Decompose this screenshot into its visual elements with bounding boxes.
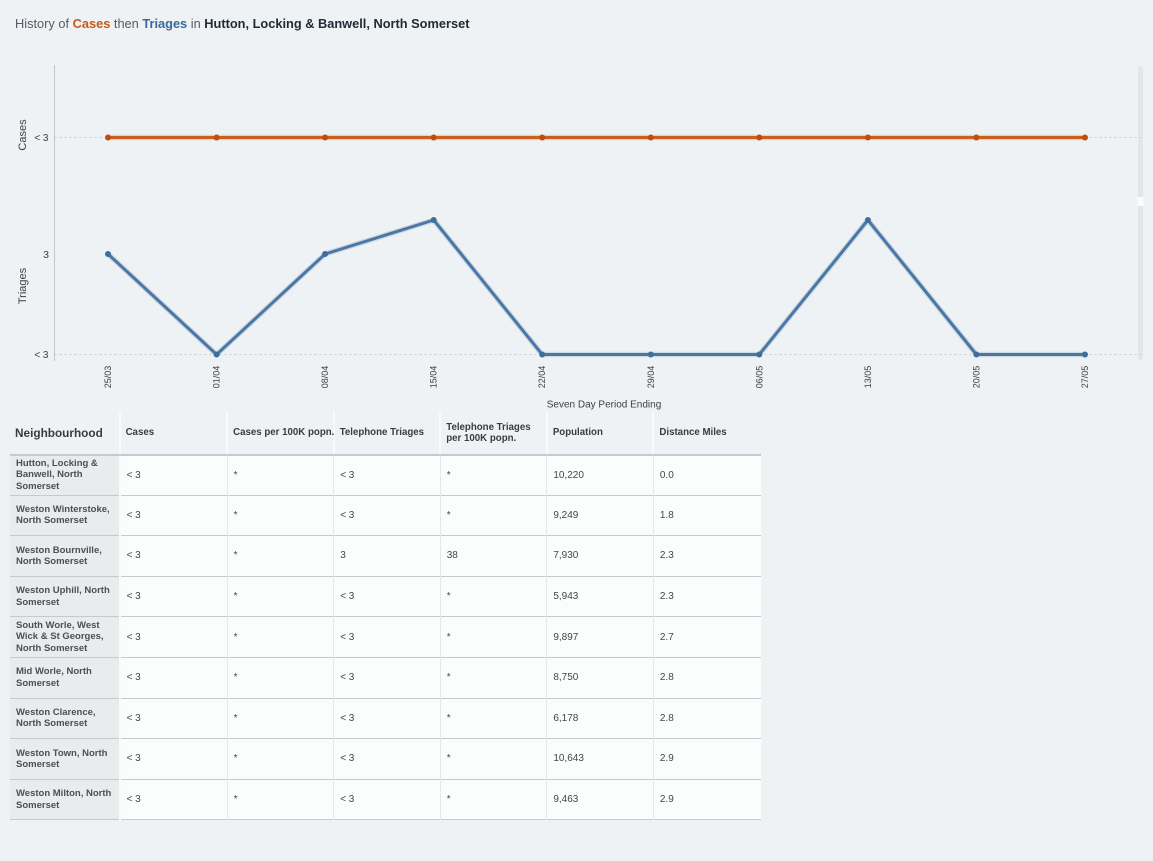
svg-text:13/05: 13/05 — [863, 366, 873, 389]
svg-text:< 3: < 3 — [34, 350, 49, 361]
svg-text:27/05: 27/05 — [1080, 366, 1090, 389]
svg-text:22/04: 22/04 — [537, 366, 547, 389]
svg-text:Cases: Cases — [17, 119, 29, 151]
svg-text:08/04: 08/04 — [320, 366, 330, 389]
svg-text:25/03: 25/03 — [103, 366, 113, 389]
svg-text:Seven Day Period Ending: Seven Day Period Ending — [547, 400, 662, 411]
svg-text:15/04: 15/04 — [429, 366, 439, 389]
svg-text:20/05: 20/05 — [971, 366, 981, 389]
svg-text:< 3: < 3 — [34, 133, 49, 144]
svg-text:29/04: 29/04 — [646, 366, 656, 389]
svg-text:01/04: 01/04 — [212, 366, 222, 389]
svg-text:Triages: Triages — [17, 267, 29, 304]
svg-text:3: 3 — [43, 249, 49, 261]
svg-text:06/05: 06/05 — [754, 366, 764, 389]
